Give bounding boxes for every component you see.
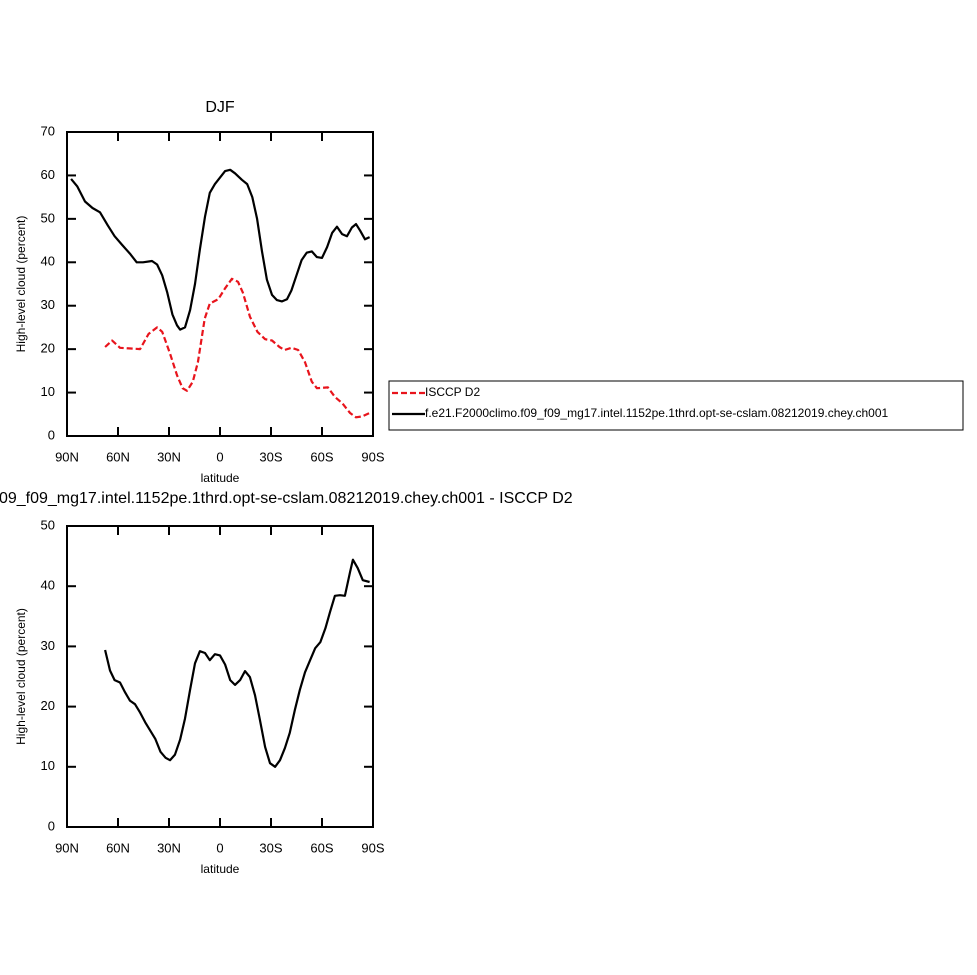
chart-title: DJF (205, 99, 235, 116)
y-tick-label: 10 (41, 384, 55, 399)
chart-title: f.e21.F2000climo.f09_f09_mg17.intel.1152… (0, 490, 573, 507)
y-tick-label: 30 (41, 297, 55, 312)
legend-box (388, 380, 964, 431)
y-tick-label: 20 (41, 698, 55, 713)
data-line (104, 277, 371, 419)
x-tick-label: 30S (259, 449, 282, 464)
data-line (104, 558, 370, 768)
x-tick-label: 0 (216, 449, 223, 464)
y-tick-label: 20 (41, 341, 55, 356)
x-tick-label: 0 (216, 840, 223, 855)
plot-frame (66, 525, 374, 828)
x-tick-label: 90N (55, 840, 79, 855)
y-tick-label: 30 (41, 638, 55, 653)
y-tick-label: 0 (48, 427, 55, 442)
x-tick-label: 30N (157, 840, 181, 855)
y-tick-label: 70 (41, 123, 55, 138)
plot-frame (66, 131, 374, 437)
x-tick-label: 60S (310, 840, 333, 855)
y-tick-label: 40 (41, 578, 55, 593)
y-tick-label: 60 (41, 167, 55, 182)
x-tick-label: 30S (259, 840, 282, 855)
data-line (70, 168, 371, 331)
legend-label: ISCCP D2 (425, 385, 480, 399)
y-tick-label: 40 (41, 254, 55, 269)
y-axis-label: High-level cloud (percent) (14, 608, 28, 745)
x-tick-label: 90S (361, 840, 384, 855)
y-tick-label: 10 (41, 758, 55, 773)
y-tick-label: 50 (41, 517, 55, 532)
x-axis-label: latitude (201, 471, 240, 485)
y-tick-label: 50 (41, 210, 55, 225)
x-tick-label: 60N (106, 449, 130, 464)
x-tick-label: 90N (55, 449, 79, 464)
x-tick-label: 60S (310, 449, 333, 464)
y-axis-label: High-level cloud (percent) (14, 216, 28, 353)
legend-label: f.e21.F2000climo.f09_f09_mg17.intel.1152… (425, 406, 889, 420)
y-tick-label: 0 (48, 818, 55, 833)
x-tick-label: 30N (157, 449, 181, 464)
x-tick-label: 90S (361, 449, 384, 464)
x-tick-label: 60N (106, 840, 130, 855)
x-axis-label: latitude (201, 862, 240, 876)
